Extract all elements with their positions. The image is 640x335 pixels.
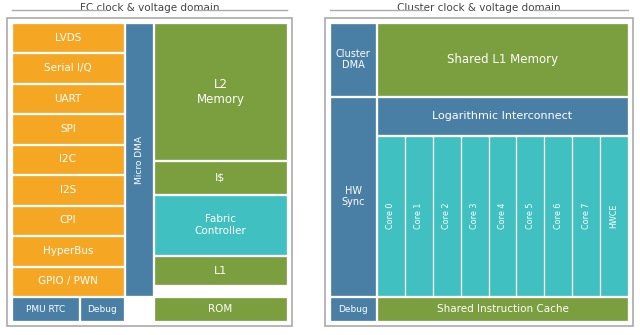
Bar (378, 298, 627, 320)
Text: UART: UART (54, 93, 82, 104)
Text: FC clock & voltage domain: FC clock & voltage domain (80, 3, 220, 13)
Bar (13, 146, 123, 173)
Text: Logarithmic Interconnect: Logarithmic Interconnect (433, 111, 573, 121)
Text: I2C: I2C (60, 154, 77, 164)
Text: Serial I/Q: Serial I/Q (44, 63, 92, 73)
Bar (406, 137, 432, 295)
Bar (490, 137, 515, 295)
Text: Core 2: Core 2 (442, 203, 451, 229)
Text: I$: I$ (216, 173, 226, 183)
Bar (13, 24, 123, 52)
Bar (13, 85, 123, 112)
Text: Core 6: Core 6 (554, 203, 563, 229)
Text: Core 5: Core 5 (526, 203, 535, 229)
Text: Debug: Debug (87, 305, 117, 314)
Bar (378, 137, 404, 295)
Bar (13, 237, 123, 265)
Bar (518, 137, 543, 295)
Bar (81, 298, 123, 320)
Text: Cluster
DMA: Cluster DMA (335, 49, 371, 70)
Bar (13, 298, 78, 320)
Bar (461, 137, 488, 295)
Text: Core 0: Core 0 (387, 203, 396, 229)
Text: L2
Memory: L2 Memory (196, 77, 244, 106)
Text: Fabric
Controller: Fabric Controller (195, 214, 246, 236)
Bar (331, 24, 375, 95)
Text: PMU RTC: PMU RTC (26, 305, 65, 314)
Bar (13, 207, 123, 234)
Text: Shared Instruction Cache: Shared Instruction Cache (436, 304, 568, 314)
Bar (155, 162, 286, 193)
Bar (126, 24, 152, 295)
Bar (378, 24, 627, 95)
Text: Core 7: Core 7 (582, 203, 591, 229)
Text: I2S: I2S (60, 185, 76, 195)
Bar (601, 137, 627, 295)
Text: SPI: SPI (60, 124, 76, 134)
Text: ROM: ROM (209, 304, 232, 314)
Text: HWCE: HWCE (609, 204, 618, 228)
Bar (13, 55, 123, 82)
Text: Core 3: Core 3 (470, 203, 479, 229)
Bar (155, 24, 286, 159)
Bar (7, 18, 292, 326)
Text: Shared L1 Memory: Shared L1 Memory (447, 53, 558, 66)
Text: Core 4: Core 4 (498, 203, 507, 229)
Bar (13, 115, 123, 143)
Bar (331, 98, 375, 295)
Bar (13, 268, 123, 295)
Text: L1: L1 (214, 266, 227, 275)
Bar (434, 137, 460, 295)
Bar (155, 298, 286, 320)
Bar (545, 137, 572, 295)
Text: Debug: Debug (338, 305, 368, 314)
Bar (378, 98, 627, 134)
Text: GPIO / PWN: GPIO / PWN (38, 276, 98, 286)
Text: HW
Sync: HW Sync (341, 186, 365, 207)
Text: LVDS: LVDS (55, 33, 81, 43)
Bar (325, 18, 633, 326)
Text: HyperBus: HyperBus (43, 246, 93, 256)
Bar (155, 257, 286, 284)
Bar (13, 176, 123, 204)
Text: Core 1: Core 1 (414, 203, 423, 229)
Text: CPI: CPI (60, 215, 76, 225)
Text: Micro DMA: Micro DMA (134, 135, 143, 184)
Bar (155, 196, 286, 254)
Bar (573, 137, 599, 295)
Text: Cluster clock & voltage domain: Cluster clock & voltage domain (397, 3, 561, 13)
Bar (331, 298, 375, 320)
